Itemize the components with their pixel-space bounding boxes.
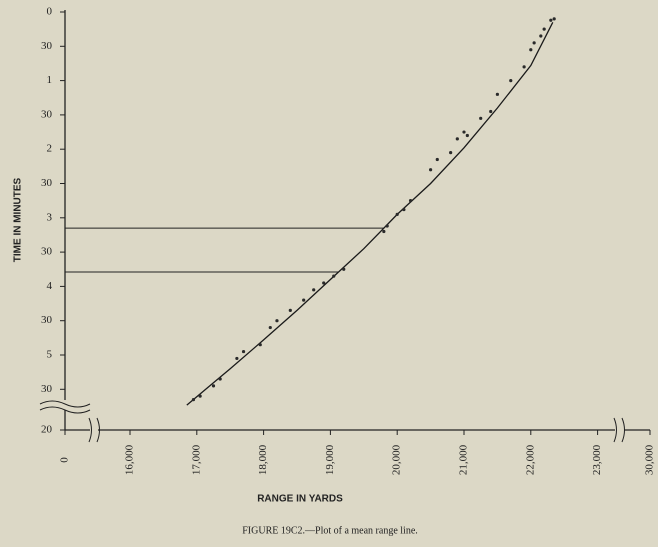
y-tick-label: 5 [47, 349, 53, 361]
x-tick-label: 16,000 [124, 444, 136, 475]
data-point [198, 394, 202, 398]
data-point [302, 298, 306, 302]
data-point [465, 133, 469, 138]
data-point [268, 325, 272, 330]
data-point [191, 397, 196, 402]
data-point [522, 65, 526, 69]
data-point [322, 281, 326, 285]
mean-range-line [186, 22, 554, 406]
x-tick-label: 18,000 [257, 444, 269, 475]
data-point [402, 207, 406, 212]
data-point [542, 27, 546, 31]
data-point [489, 109, 493, 114]
axis-break [88, 417, 625, 443]
y-axis-title: TIME IN MINUTES [13, 177, 24, 262]
data-point [449, 151, 453, 155]
data-point [455, 137, 459, 141]
axis-break [39, 400, 91, 414]
data-point [275, 319, 279, 323]
data-point [312, 288, 316, 292]
x-tick-label: 22,000 [524, 444, 536, 475]
data-point [332, 274, 336, 278]
data-point [552, 17, 556, 21]
data-point [342, 267, 346, 271]
x-tick-label: 21,000 [458, 444, 470, 475]
x-tick-label: 0 [59, 457, 71, 463]
data-point [532, 41, 536, 45]
data-point [435, 157, 439, 162]
data-point [549, 18, 553, 22]
data-point [288, 308, 292, 313]
x-tick-label: 23,000 [591, 444, 603, 475]
data-point [382, 229, 386, 234]
data-point [385, 224, 389, 228]
x-tick-label: 19,000 [324, 444, 336, 475]
data-point [241, 349, 246, 354]
data-point [408, 199, 413, 203]
data-point [211, 384, 216, 388]
x-tick-label: 17,000 [190, 444, 202, 475]
data-point [529, 48, 533, 52]
data-point [462, 130, 466, 134]
data-point [495, 92, 499, 96]
y-tick-label: 30 [41, 40, 53, 52]
x-axis-title: RANGE IN YARDS [257, 494, 343, 505]
y-tick-label: 20 [41, 424, 53, 436]
data-point [258, 343, 262, 347]
y-tick-label: 1 [47, 74, 53, 86]
data-point [539, 34, 543, 38]
x-tick-label: 30,000 [644, 444, 656, 475]
y-tick-label: 30 [41, 177, 53, 189]
y-tick-label: 0 [47, 6, 53, 18]
data-point [395, 212, 399, 216]
caption: FIGURE 19C2.—Plot of a mean range line. [242, 525, 418, 536]
data-point [235, 356, 239, 361]
y-tick-label: 3 [47, 211, 53, 223]
x-tick-label: 20,000 [391, 444, 403, 475]
y-tick-label: 30 [41, 314, 53, 326]
data-point [218, 377, 222, 381]
y-tick-label: 30 [41, 108, 53, 120]
data-point [509, 79, 513, 83]
y-tick-label: 2 [47, 143, 53, 155]
data-point [429, 168, 433, 172]
y-tick-label: 30 [41, 246, 53, 258]
y-tick-label: 4 [47, 280, 53, 292]
y-tick-label: 30 [41, 383, 53, 395]
data-point [479, 116, 483, 120]
